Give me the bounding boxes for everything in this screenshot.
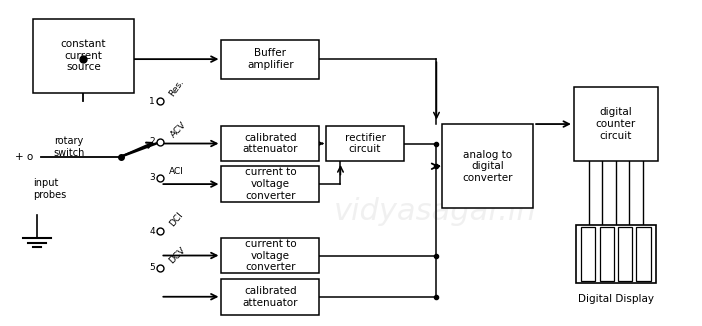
Text: Digital Display: Digital Display [578,294,654,304]
FancyBboxPatch shape [600,227,614,280]
Text: ACI: ACI [169,167,184,176]
FancyBboxPatch shape [442,124,533,208]
Text: DCV: DCV [168,245,187,265]
Text: input
probes: input probes [34,178,67,200]
FancyBboxPatch shape [221,40,319,79]
FancyBboxPatch shape [221,238,319,274]
Text: DCI: DCI [168,211,185,229]
Text: 5: 5 [149,263,155,272]
Text: calibrated
attenuator: calibrated attenuator [243,286,298,307]
FancyBboxPatch shape [581,227,595,280]
Text: current to
voltage
converter: current to voltage converter [244,168,296,201]
FancyBboxPatch shape [221,279,319,315]
Text: 2: 2 [150,137,155,146]
Text: 4: 4 [150,227,155,236]
Text: current to
voltage
converter: current to voltage converter [244,239,296,272]
Text: 1: 1 [149,97,155,106]
FancyBboxPatch shape [576,225,656,283]
FancyBboxPatch shape [618,227,632,280]
Text: rotary
switch: rotary switch [53,136,84,157]
Text: digital
counter
circuit: digital counter circuit [596,108,636,141]
Text: Res.: Res. [168,77,186,98]
Text: constant
current
source: constant current source [60,39,106,72]
FancyBboxPatch shape [221,166,319,202]
FancyBboxPatch shape [221,126,319,161]
Text: Buffer
amplifier: Buffer amplifier [247,48,293,70]
Text: calibrated
attenuator: calibrated attenuator [243,133,298,154]
Text: rectifier
circuit: rectifier circuit [345,133,385,154]
Text: + o: + o [15,152,34,161]
Text: analog to
digital
converter: analog to digital converter [463,150,513,183]
FancyBboxPatch shape [574,87,658,161]
Text: 3: 3 [149,173,155,182]
Text: ACV: ACV [169,120,188,139]
FancyBboxPatch shape [326,126,404,161]
Text: vidyasagar.in: vidyasagar.in [333,197,536,226]
FancyBboxPatch shape [636,227,651,280]
FancyBboxPatch shape [32,19,134,93]
